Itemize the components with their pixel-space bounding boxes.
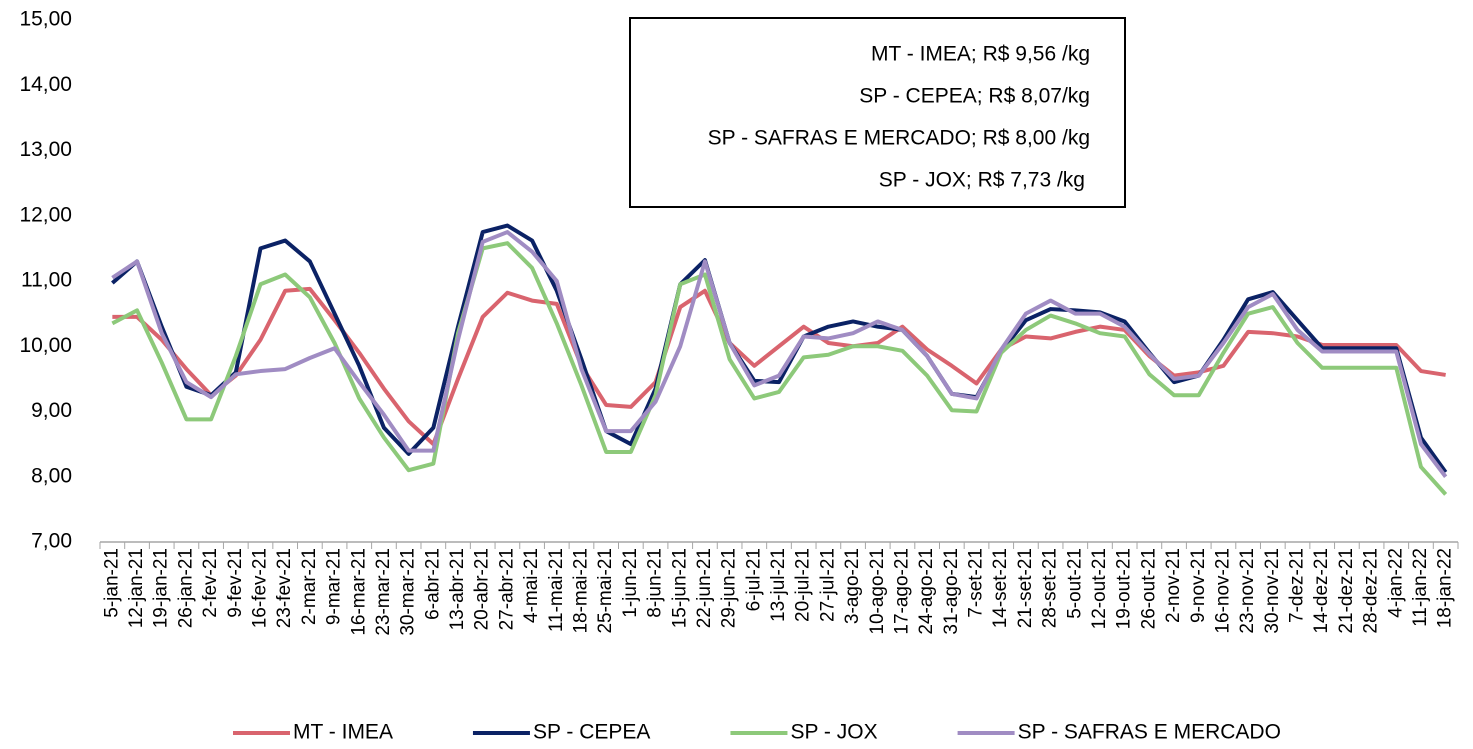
x-tick-label: 15-jun-21 — [669, 548, 690, 628]
x-tick-label: 13-abr-21 — [447, 548, 468, 630]
x-tick-label: 24-ago-21 — [916, 548, 937, 635]
x-tick-label: 10-ago-21 — [867, 548, 888, 635]
x-tick-label: 27-jul-21 — [817, 548, 838, 622]
x-tick-label: 21-set-21 — [1015, 548, 1036, 628]
x-tick-label: 1-jun-21 — [620, 548, 641, 618]
x-tick-label: 11-mai-21 — [546, 548, 567, 632]
annotation: SP - CEPEA; R$ 8,07/kg — [859, 85, 1090, 108]
x-tick-label: 28-dez-21 — [1361, 548, 1382, 634]
series-line — [111, 223, 1448, 474]
x-tick-label: 14-dez-21 — [1311, 548, 1332, 634]
y-tick-label: 7,00 — [31, 530, 72, 553]
x-tick-label: 23-mar-21 — [373, 548, 394, 636]
x-tick-label: 4-jan-22 — [1385, 548, 1406, 618]
x-tick-label: 23-fev-21 — [274, 548, 295, 628]
x-tick-label: 2-nov-21 — [1163, 548, 1184, 623]
x-tick-label: 5-jan-21 — [101, 548, 122, 618]
y-tick-label: 12,00 — [19, 203, 72, 226]
x-tick-label: 27-abr-21 — [496, 548, 517, 630]
x-tick-label: 9-fev-21 — [225, 548, 246, 618]
x-tick-label: 2-mar-21 — [299, 548, 320, 625]
series-line — [112, 286, 1446, 447]
x-tick-label: 16-nov-21 — [1212, 548, 1233, 634]
x-tick-label: 18-jan-22 — [1435, 548, 1456, 628]
legend-label: SP - SAFRAS E MERCADO — [1018, 721, 1281, 744]
x-tick-label: 19-out-21 — [1114, 548, 1135, 629]
x-tick-label: 13-jul-21 — [768, 548, 789, 622]
x-tick-label: 30-mar-21 — [398, 548, 419, 636]
x-tick-label: 26-out-21 — [1138, 548, 1159, 629]
x-tick-label: 9-mar-21 — [324, 548, 345, 625]
annotation: SP - SAFRAS E MERCADO; R$ 8,00 /kg — [708, 127, 1090, 150]
x-tick-label: 31-ago-21 — [941, 548, 962, 635]
y-tick-label: 8,00 — [31, 464, 72, 487]
x-tick-label: 12-out-21 — [1089, 548, 1110, 629]
series-line — [111, 230, 1448, 478]
x-tick-label: 18-mai-21 — [570, 548, 591, 634]
annotation: MT - IMEA; R$ 9,56 /kg — [871, 43, 1090, 66]
x-tick-label: 20-jul-21 — [793, 548, 814, 622]
y-tick-label: 14,00 — [19, 73, 72, 96]
y-tick-label: 15,00 — [19, 8, 72, 31]
x-tick-label: 30-nov-21 — [1262, 548, 1283, 634]
x-tick-label: 16-mar-21 — [348, 548, 369, 636]
y-tick-label: 11,00 — [21, 269, 72, 292]
x-tick-label: 26-jan-21 — [175, 548, 196, 628]
x-tick-label: 8-jun-21 — [645, 548, 666, 618]
y-tick-label: 10,00 — [19, 334, 72, 357]
x-tick-label: 16-fev-21 — [250, 548, 271, 628]
x-tick-label: 7-dez-21 — [1287, 548, 1308, 623]
x-tick-label: 7-set-21 — [966, 548, 987, 618]
x-tick-label: 4-mai-21 — [521, 548, 542, 623]
x-tick-label: 6-jul-21 — [743, 548, 764, 611]
y-tick-label: 9,00 — [31, 399, 72, 422]
y-tick-label: 13,00 — [19, 138, 72, 161]
x-tick-label: 25-mai-21 — [595, 548, 616, 634]
x-tick-label: 3-ago-21 — [842, 548, 863, 624]
x-tick-label: 6-abr-21 — [422, 548, 443, 620]
legend-label: MT - IMEA — [293, 721, 393, 744]
x-tick-label: 29-jun-21 — [719, 548, 740, 628]
x-tick-label: 23-nov-21 — [1237, 548, 1258, 634]
series-line — [111, 241, 1448, 496]
x-tick-label: 5-out-21 — [1064, 548, 1085, 619]
annotation: SP - JOX; R$ 7,73 /kg — [879, 169, 1085, 192]
x-tick-label: 19-jan-21 — [151, 548, 172, 628]
x-tick-label: 11-jan-22 — [1410, 548, 1431, 627]
x-tick-label: 20-abr-21 — [472, 548, 493, 630]
x-tick-label: 28-set-21 — [1040, 548, 1061, 628]
x-tick-label: 12-jan-21 — [126, 548, 147, 628]
x-tick-label: 2-fev-21 — [200, 548, 221, 618]
legend-label: SP - JOX — [790, 721, 877, 744]
x-tick-label: 9-nov-21 — [1188, 548, 1209, 623]
x-tick-label: 22-jun-21 — [694, 548, 715, 628]
x-tick-label: 17-ago-21 — [891, 548, 912, 635]
x-tick-label: 14-set-21 — [990, 548, 1011, 628]
annotation-box — [629, 17, 1126, 208]
x-tick-label: 21-dez-21 — [1336, 548, 1357, 634]
legend-label: SP - CEPEA — [533, 721, 651, 744]
